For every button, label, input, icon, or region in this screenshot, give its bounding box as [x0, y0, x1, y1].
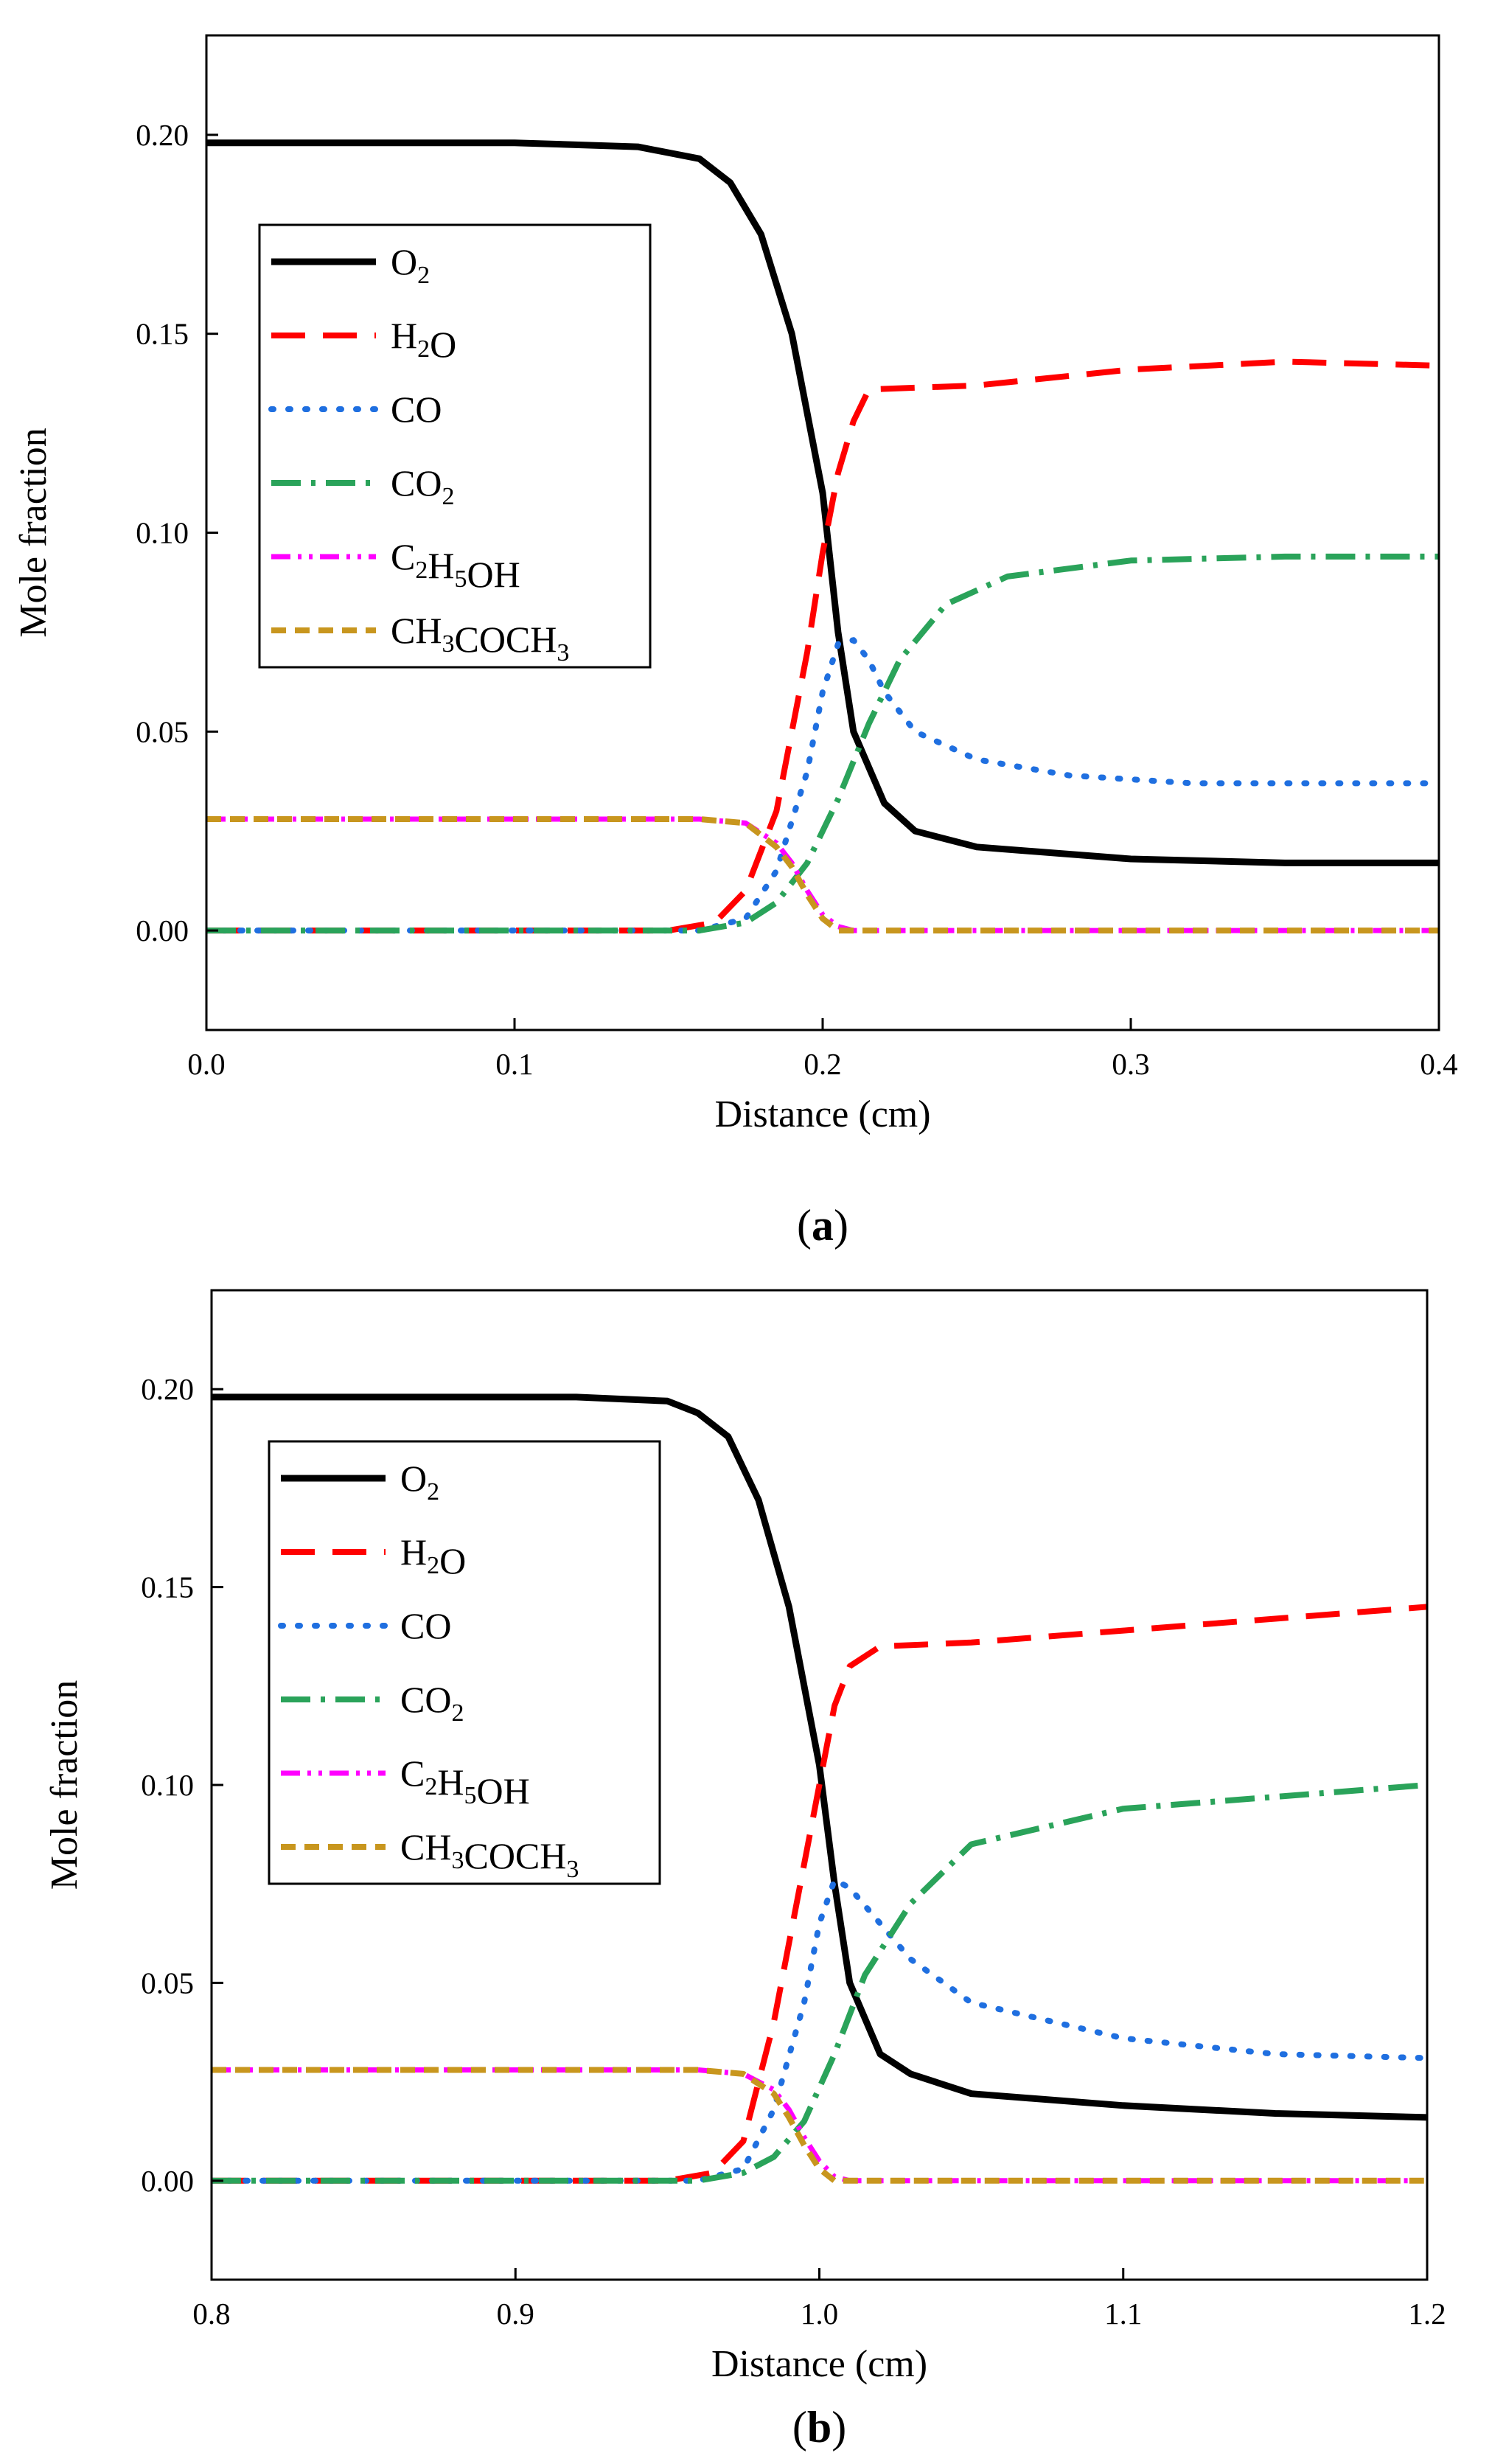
x-tick-label: 0.2: [803, 1047, 841, 1081]
legend-box: [258, 223, 652, 669]
x-tick-label: 0.1: [495, 1047, 533, 1081]
x-tick-label: 0.3: [1112, 1047, 1149, 1081]
y-tick-label: 0.20: [136, 118, 189, 152]
series-line-ch3coch3: [212, 2067, 1427, 2184]
series-line-co2: [206, 553, 1439, 934]
y-tick-label: 0.10: [141, 1768, 194, 1802]
legend-label-ch3coch3: CH3COCH3: [400, 1826, 579, 1883]
x-tick-label: 0.8: [192, 2297, 230, 2331]
series-line-co: [212, 1876, 1427, 2184]
y-tick-label: 0.05: [136, 714, 189, 748]
legend-label-o2: O2: [400, 1458, 439, 1506]
x-tick-label: 0.4: [1420, 1047, 1457, 1081]
series-line-h2o: [212, 1604, 1427, 2184]
x-tick-label: 1.0: [801, 2297, 838, 2331]
y-tick-label: 0.00: [141, 2164, 194, 2198]
series-group: [212, 1393, 1427, 2184]
legend-label-h2o: H2O: [400, 1531, 466, 1581]
series-line-o2: [212, 1393, 1427, 2121]
x-tick-label: 1.2: [1408, 2297, 1446, 2331]
legend-label-co: CO: [391, 389, 442, 430]
legend: O2 H2O CO CO2 C2H5OH CH3COCH3: [268, 1440, 661, 1885]
y-tick-label: 0.15: [136, 317, 189, 351]
series-group: [206, 139, 1439, 934]
legend-label-h2o: H2O: [391, 315, 456, 365]
y-axis-title: Mole fraction: [43, 1680, 86, 1890]
y-tick-label: 0.10: [136, 516, 189, 550]
y-tick-label: 0.20: [141, 1372, 194, 1406]
legend-label-o2: O2: [391, 241, 430, 289]
legend-label-c2h5oh: C2H5OH: [391, 536, 520, 595]
x-axis-title: Distance (cm): [711, 2343, 927, 2385]
series-line-co2: [212, 1782, 1427, 2184]
legend-label-co2: CO2: [400, 1679, 464, 1727]
series-line-h2o: [206, 358, 1439, 934]
legend-label-ch3coch3: CH3COCH3: [391, 610, 569, 667]
legend: O2 H2O CO CO2 C2H5OH CH3COCH3: [258, 223, 652, 669]
series-line-c2h5oh: [212, 2067, 1427, 2184]
x-tick-label: 0.0: [187, 1047, 225, 1081]
chart-panel-a: 0.0 0.1 0.2 0.3 0.4 0.00 0.05 0.10 0.15 0.20 Dista…: [13, 34, 1458, 1250]
chart-panel-b: 0.8 0.9 1.0 1.1 1.2 0.00 0.05 0.10 0.15 0.20 Dista…: [43, 1289, 1446, 2451]
legend-label-co: CO: [400, 1605, 451, 1646]
legend-box: [268, 1440, 661, 1885]
series-line-ch3coch3: [206, 816, 1439, 934]
x-tick-label: 0.9: [497, 2297, 534, 2331]
y-axis-title: Mole fraction: [13, 428, 55, 637]
y-tick-label: 0.15: [141, 1570, 194, 1604]
y-tick-label: 0.05: [141, 1966, 194, 2000]
legend-label-co2: CO2: [391, 462, 454, 510]
series-line-co: [206, 637, 1439, 934]
y-tick-label: 0.00: [136, 913, 189, 947]
series-line-o2: [206, 139, 1439, 866]
legend-label-c2h5oh: C2H5OH: [400, 1753, 530, 1812]
x-axis-title: Distance (cm): [714, 1093, 930, 1135]
panel-label: (b): [792, 2403, 846, 2451]
panel-label: (a): [797, 1201, 848, 1250]
x-tick-label: 1.1: [1104, 2297, 1142, 2331]
